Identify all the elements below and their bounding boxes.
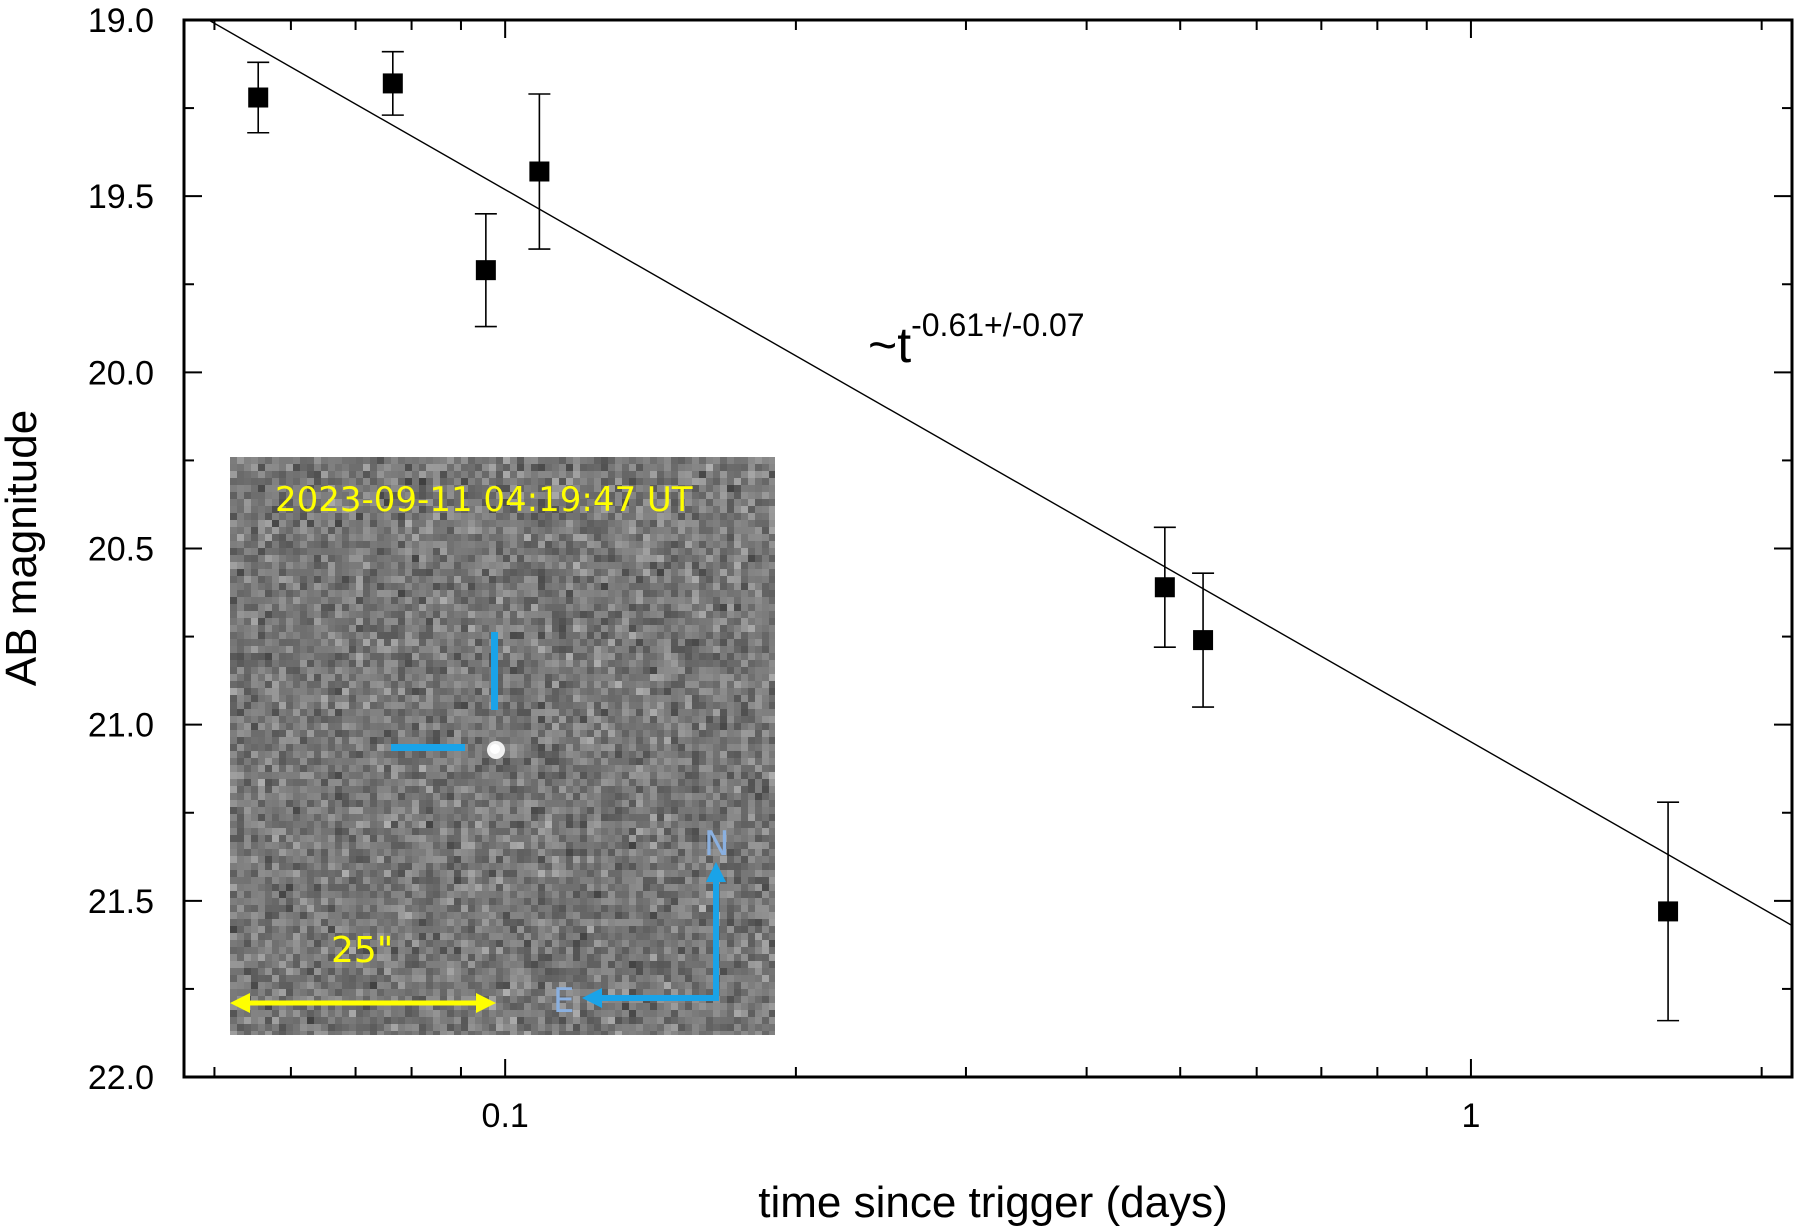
y-tick-label: 21.5 <box>88 883 154 921</box>
data-point <box>1192 572 1215 708</box>
data-point <box>247 61 270 134</box>
data-marker <box>248 87 269 108</box>
y-tick-label: 19.5 <box>88 178 154 216</box>
x-tick-labels: 0.1 1 <box>482 1097 1481 1135</box>
data-marker <box>1193 630 1214 651</box>
x-tick-label: 1 <box>1461 1097 1480 1135</box>
target-marker-vertical <box>491 632 498 710</box>
data-marker <box>529 161 550 182</box>
compass-east-label: E <box>553 981 574 1021</box>
data-marker <box>1154 577 1175 598</box>
data-point <box>528 93 551 250</box>
data-marker <box>382 73 403 94</box>
fit-annotation-exponent: -0.61+/-0.07 <box>911 307 1084 343</box>
target-marker-horizontal <box>391 744 465 751</box>
compass <box>582 862 726 1008</box>
scale-bar <box>230 993 496 1013</box>
data-marker <box>475 260 496 281</box>
inset-noise <box>230 457 775 1035</box>
x-tick-label: 0.1 <box>482 1097 529 1135</box>
data-point <box>474 212 497 328</box>
inset-timestamp: 2023-09-11 04:19:47 UT <box>275 480 693 520</box>
axis-ticks <box>184 19 1792 1078</box>
data-points <box>247 50 1680 1022</box>
data-point <box>1657 801 1680 1022</box>
inset-image: 2023-09-11 04:19:47 UT 25" N E <box>230 457 775 1035</box>
data-point <box>381 50 404 116</box>
source-blob-core <box>490 744 500 754</box>
y-tick-label: 21.0 <box>88 707 154 745</box>
compass-north-label: N <box>704 824 729 864</box>
data-marker <box>1658 901 1679 922</box>
y-tick-label: 22.0 <box>88 1059 154 1097</box>
scale-bar-label: 25" <box>331 930 393 971</box>
y-tick-labels: 19.0 19.5 20.0 20.5 21.0 21.5 22.0 <box>88 2 154 1097</box>
x-axis-title: time since trigger (days) <box>758 1178 1227 1227</box>
fit-annotation-prefix: ~t <box>868 317 911 373</box>
y-tick-label: 20.0 <box>88 354 154 392</box>
fit-annotation: ~t-0.61+/-0.07 <box>868 307 1085 373</box>
y-tick-label: 20.5 <box>88 531 154 569</box>
y-axis-title: AB magnitude <box>0 410 46 686</box>
fit-line <box>207 20 1792 927</box>
y-tick-label: 19.0 <box>88 2 154 40</box>
data-point <box>1153 526 1176 648</box>
